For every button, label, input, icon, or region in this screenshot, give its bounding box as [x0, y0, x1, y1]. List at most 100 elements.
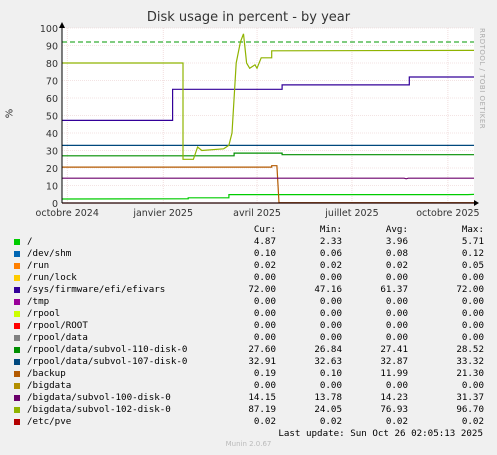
- chart-title: Disk usage in percent - by year: [146, 10, 351, 25]
- legend-series-name: /rpool: [27, 308, 61, 319]
- y-tick-label: 50: [46, 112, 58, 123]
- legend-swatch: [14, 383, 20, 389]
- rrdtool-watermark: RRDTOOL / TOBI OETIKER: [478, 28, 486, 130]
- legend-value-min: 0.00: [319, 380, 342, 391]
- legend-row: /rpool/ROOT 0.00 0.00 0.00 0.00: [12, 320, 492, 332]
- legend-row: /backup 0.19 0.10 11.99 21.30: [12, 368, 492, 380]
- legend-row: /rpool/data/subvol-107-disk-0 32.91 32.63 3…: [12, 356, 492, 368]
- legend-value-max: 72.00: [456, 284, 484, 295]
- legend-value-max: 33.32: [456, 356, 484, 367]
- legend-swatch: [14, 335, 20, 341]
- legend-series-name: /rpool/data/subvol-107-disk-0: [27, 356, 188, 367]
- legend-value-cur: 32.91: [248, 356, 276, 367]
- munin-version: Munin 2.0.67: [225, 440, 272, 448]
- legend-series-name: /etc/pve: [27, 416, 72, 427]
- legend-value-min: 13.78: [314, 392, 342, 403]
- legend-value-avg: 0.00: [385, 320, 408, 331]
- legend-value-max: 5.71: [461, 236, 484, 247]
- legend-value-min: 26.84: [314, 344, 342, 355]
- y-tick-label: 90: [46, 42, 58, 53]
- legend-value-max: 0.00: [461, 308, 484, 319]
- legend-value-min: 0.10: [319, 368, 342, 379]
- legend-value-min: 0.00: [319, 320, 342, 331]
- legend-value-max: 0.02: [461, 416, 484, 427]
- legend-value-cur: 0.00: [253, 320, 276, 331]
- legend-swatch: [14, 263, 20, 269]
- legend-series-name: /bigdata/subvol-102-disk-0: [27, 404, 171, 415]
- series-line: [62, 152, 474, 157]
- y-tick-label: 40: [46, 129, 58, 140]
- legend-value-min: 0.02: [319, 260, 342, 271]
- legend-row: /run 0.02 0.02 0.02 0.05: [12, 260, 492, 272]
- legend-series-name: /sys/firmware/efi/efivars: [27, 284, 166, 295]
- legend-value-min: 47.16: [314, 284, 342, 295]
- legend-value-max: 0.12: [461, 248, 484, 259]
- legend-value-avg: 0.02: [385, 260, 408, 271]
- legend-value-avg: 0.00: [385, 272, 408, 283]
- series-line: [62, 76, 474, 122]
- legend-series-name: /dev/shm: [27, 248, 72, 259]
- series-line: [62, 33, 475, 160]
- legend-value-cur: 0.02: [253, 260, 276, 271]
- legend-series-name: /run/lock: [27, 272, 77, 283]
- legend-value-avg: 0.00: [385, 380, 408, 391]
- legend-value-min: 2.33: [319, 236, 342, 247]
- legend-swatch: [14, 251, 20, 257]
- legend-value-min: 0.06: [319, 248, 342, 259]
- legend-header-max: Max:: [461, 224, 484, 235]
- legend-series-name: /run: [27, 260, 50, 271]
- series-line: [62, 177, 474, 180]
- legend-series-name: /rpool/data/subvol-110-disk-0: [27, 344, 188, 355]
- legend-value-min: 0.00: [319, 332, 342, 343]
- legend-value-cur: 0.00: [253, 308, 276, 319]
- legend-value-avg: 14.23: [380, 392, 408, 403]
- legend-row: /rpool/data/subvol-110-disk-0 27.60 26.84 2…: [12, 344, 492, 356]
- legend-value-max: 0.00: [461, 332, 484, 343]
- x-tick-label: avril 2025: [233, 208, 281, 219]
- y-tick-label: 100: [40, 24, 58, 35]
- y-tick-label: 0: [52, 199, 58, 210]
- y-tick-label: 70: [46, 77, 58, 88]
- legend-value-max: 28.52: [456, 344, 484, 355]
- legend-value-avg: 0.00: [385, 332, 408, 343]
- x-tick-label: janvier 2025: [132, 208, 193, 219]
- chart-plot: 0 10 20 30 40 50 60 70 80 90 100 octobre 2024 janvi…: [36, 22, 480, 219]
- legend-header-avg: Avg:: [385, 224, 408, 235]
- legend-value-min: 32.63: [314, 356, 342, 367]
- legend-value-min: 24.05: [314, 404, 342, 415]
- legend-value-avg: 76.93: [380, 404, 408, 415]
- legend-swatch: [14, 347, 20, 353]
- series-line: [61, 193, 475, 200]
- legend-value-max: 21.30: [456, 368, 484, 379]
- legend-value-cur: 0.00: [253, 272, 276, 283]
- legend-value-cur: 87.19: [248, 404, 276, 415]
- y-tick-labels: 0 10 20 30 40 50 60 70 80 90 100: [40, 24, 58, 210]
- legend-swatch: [14, 395, 20, 401]
- legend-value-max: 96.70: [456, 404, 484, 415]
- x-axis-arrow: [474, 200, 479, 206]
- legend-value-max: 0.05: [461, 260, 484, 271]
- legend-value-cur: 0.00: [253, 332, 276, 343]
- legend-swatch: [14, 275, 20, 281]
- legend-value-max: 0.00: [461, 320, 484, 331]
- legend-value-min: 0.00: [319, 308, 342, 319]
- legend-value-min: 0.00: [319, 296, 342, 307]
- x-tick-label: octobre 2024: [36, 208, 99, 219]
- legend-value-cur: 14.15: [248, 392, 276, 403]
- legend-value-cur: 0.00: [253, 296, 276, 307]
- y-tick-label: 20: [46, 164, 58, 175]
- legend-value-avg: 0.00: [385, 308, 408, 319]
- legend-swatch: [14, 371, 20, 377]
- legend-value-max: 0.00: [461, 296, 484, 307]
- y-axis-arrow: [59, 22, 65, 28]
- legend-value-avg: 32.87: [380, 356, 408, 367]
- legend-value-cur: 0.19: [253, 368, 276, 379]
- legend-swatch: [14, 287, 20, 293]
- legend-value-max: 0.00: [461, 380, 484, 391]
- x-tick-label: juillet 2025: [324, 208, 378, 219]
- last-update: Last update: Sun Oct 26 02:05:13 2025: [278, 428, 483, 439]
- legend-row: /dev/shm 0.10 0.06 0.08 0.12: [12, 248, 492, 260]
- legend-row: /bigdata/subvol-102-disk-0 87.19 24.05 76.9…: [12, 404, 492, 416]
- legend-swatch: [14, 323, 20, 329]
- legend-row: /tmp 0.00 0.00 0.00 0.00: [12, 296, 492, 308]
